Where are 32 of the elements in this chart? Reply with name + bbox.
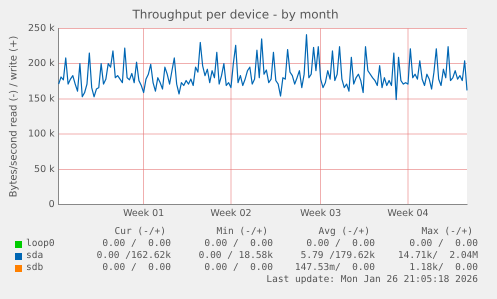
text: 0.00 / 0.00 <box>306 238 375 250</box>
legend-label: sdb <box>26 262 44 274</box>
chart-title: Throughput per device - by month <box>131 7 339 22</box>
legend-label: sda <box>26 250 44 262</box>
text: 0.00 / 0.00 <box>409 238 478 250</box>
y-axis-title: Bytes/second read (-) / write (+) <box>8 36 20 198</box>
text: 0.00 / 0.00 <box>204 262 273 274</box>
y-tick-label: 50 k <box>34 164 56 175</box>
text: 0.00 / 0.00 <box>102 238 171 250</box>
y-tick-label: 100 k <box>28 128 56 140</box>
x-tick-label: Week 04 <box>387 208 429 219</box>
text: 0.00 / 0.00 <box>102 262 171 274</box>
text: 5.79 /179.62k <box>300 250 375 262</box>
y-tick-label: 200 k <box>28 58 56 70</box>
text: Last update: Mon Jan 26 21:05:18 2026 <box>266 274 478 286</box>
y-tick-label: 0 <box>48 199 55 210</box>
text: 147.53m/ 0.00 <box>294 262 375 274</box>
legend-label: loop0 <box>26 238 55 250</box>
text: 14.71k/ 2.04M <box>398 250 478 262</box>
x-tick-label: Week 03 <box>300 208 342 219</box>
x-tick-label: Week 01 <box>123 208 164 219</box>
text: 0.00 /162.62k <box>96 250 171 262</box>
text: Cur (-/+) <box>114 226 166 238</box>
text: Min (-/+) <box>216 226 268 238</box>
text: 1.18k/ 0.00 <box>409 262 478 274</box>
text: Max (-/+) <box>422 226 473 238</box>
text: Avg (-/+) <box>318 226 370 238</box>
text: 0.00 / 18.58k <box>198 250 273 262</box>
text: 0.00 / 0.00 <box>204 238 273 250</box>
y-tick-label: 150 k <box>28 93 56 104</box>
x-tick-label: Week 02 <box>210 208 252 219</box>
y-tick-label: 250 k <box>28 22 56 34</box>
